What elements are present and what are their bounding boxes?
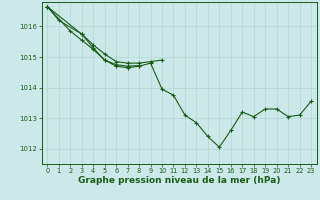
X-axis label: Graphe pression niveau de la mer (hPa): Graphe pression niveau de la mer (hPa) bbox=[78, 176, 280, 185]
